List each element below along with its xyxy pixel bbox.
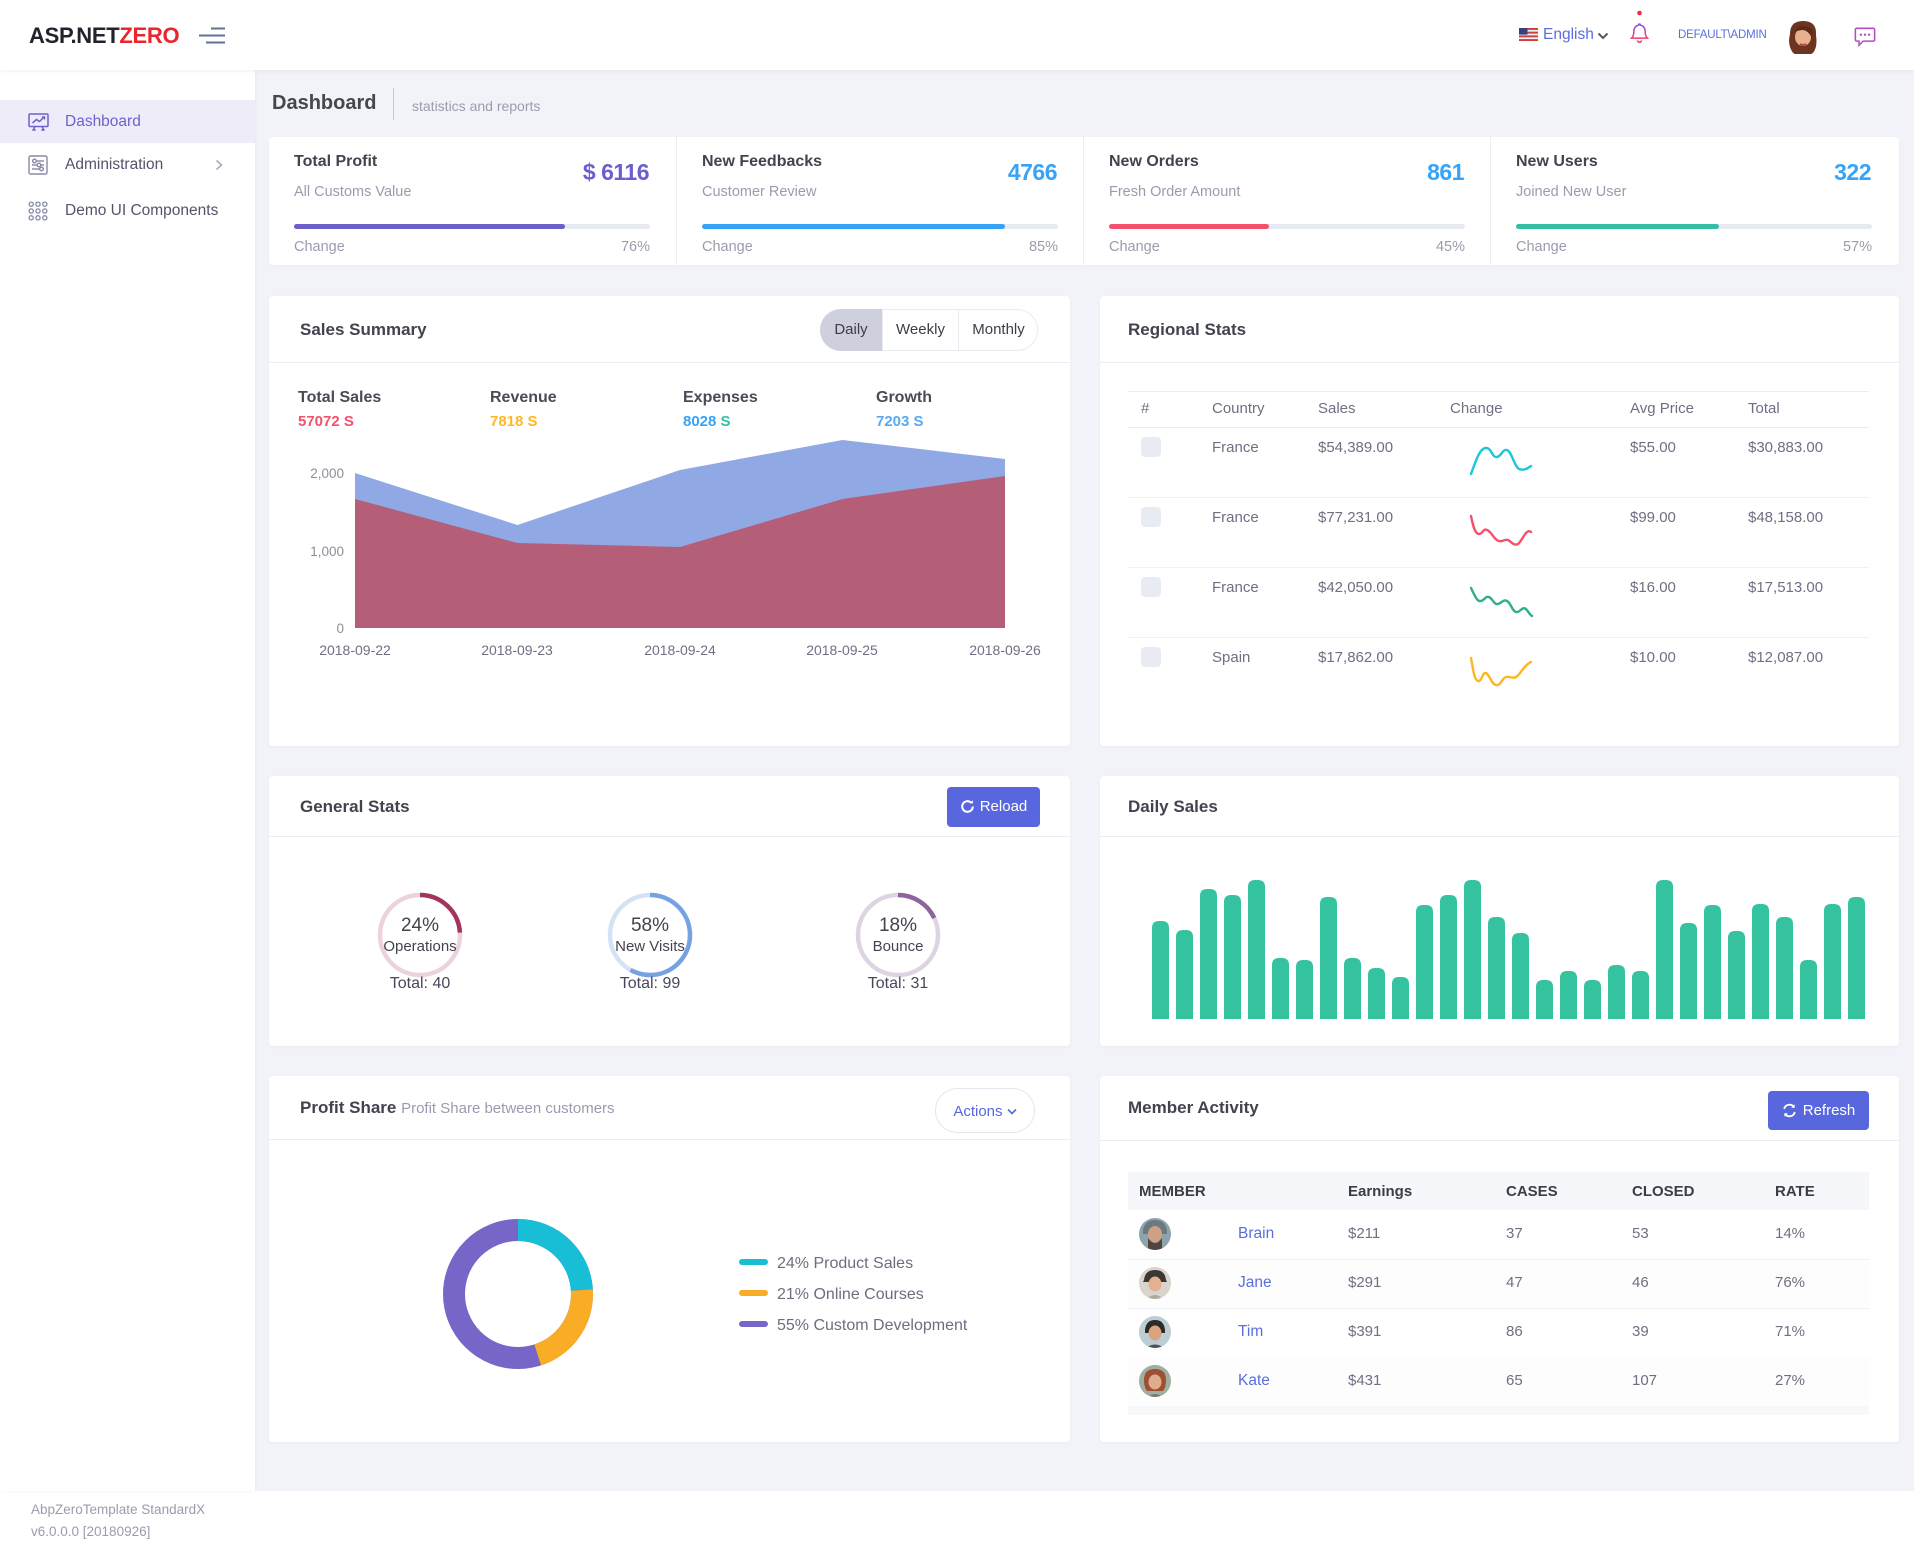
svg-text:1,000: 1,000 [310, 544, 344, 559]
svg-text:21% Online Courses: 21% Online Courses [777, 1286, 924, 1303]
svg-text:58%: 58% [631, 915, 669, 936]
svg-text:New Visits: New Visits [615, 938, 685, 955]
svg-text:2018-09-24: 2018-09-24 [644, 642, 716, 658]
svg-text:Total: 31: Total: 31 [868, 975, 929, 992]
svg-text:55% Custom Development: 55% Custom Development [777, 1317, 968, 1334]
svg-text:0: 0 [336, 621, 344, 636]
svg-text:2018-09-22: 2018-09-22 [319, 642, 391, 658]
svg-text:2018-09-23: 2018-09-23 [481, 642, 553, 658]
svg-text:Operations: Operations [383, 938, 456, 955]
svg-text:2,000: 2,000 [310, 466, 344, 481]
svg-text:Total: 99: Total: 99 [620, 975, 681, 992]
svg-text:24% Product Sales: 24% Product Sales [777, 1255, 913, 1272]
svg-text:Bounce: Bounce [873, 938, 924, 955]
svg-text:Total: 40: Total: 40 [390, 975, 451, 992]
svg-text:24%: 24% [401, 915, 439, 936]
svg-text:2018-09-26: 2018-09-26 [969, 642, 1041, 658]
svg-text:18%: 18% [879, 915, 917, 936]
svg-text:2018-09-25: 2018-09-25 [806, 642, 878, 658]
